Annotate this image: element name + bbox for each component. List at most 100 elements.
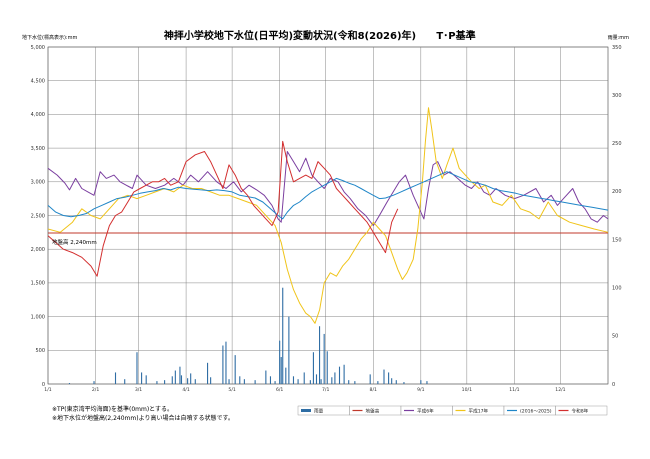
rainfall-bar xyxy=(228,379,230,384)
legend-label: (2016～2025) xyxy=(520,409,552,415)
rainfall-bar xyxy=(326,351,328,384)
plot-area: 05001,0001,5002,0002,5003,0003,5004,0004… xyxy=(31,45,622,393)
rainfall-bar xyxy=(174,370,176,384)
series-line xyxy=(47,171,609,220)
x-tick-label: 8/1 xyxy=(370,387,377,393)
legend: 雨量 地盤高 平成6年 平成17年 (2016～2025) 令和8年 xyxy=(297,405,608,416)
rainfall-bar xyxy=(403,382,405,384)
rainfall-bar xyxy=(288,316,290,384)
y2-tick-label: 50 xyxy=(612,334,618,340)
rainfall-bar xyxy=(309,380,311,384)
y-tick-label: 1,500 xyxy=(31,281,45,287)
rainfall-bar xyxy=(187,378,189,384)
rainfall-bar xyxy=(239,376,241,384)
rainfall-bar xyxy=(338,366,341,384)
left-axis-ticks: 0 500 1,000 1,500 2,000 2,500 3,000 3,500 4,000 4… xyxy=(31,45,45,388)
rainfall-bar xyxy=(303,372,305,384)
chart-subtitle: T･P基準 xyxy=(436,29,475,42)
x-tick-label: 10/1 xyxy=(462,387,472,393)
rainfall-bar xyxy=(331,377,333,384)
rainfall-bar xyxy=(124,379,126,384)
x-tick-label: 7/1 xyxy=(322,387,329,393)
rainfall-bar xyxy=(426,381,428,384)
rainfall-bar xyxy=(323,333,325,384)
rainfall-bar xyxy=(171,376,173,384)
series-lines xyxy=(47,107,609,324)
y-tick-label: 3,500 xyxy=(31,146,45,152)
rainfall-bar xyxy=(207,362,209,384)
legend-label: 平成17年 xyxy=(469,408,489,415)
y2-tick-label: 350 xyxy=(612,45,622,51)
rainfall-bar xyxy=(285,367,287,384)
legend-label: 令和8年 xyxy=(572,408,589,415)
rainfall-bar xyxy=(93,381,95,384)
rainfall-bar xyxy=(420,380,422,384)
rainfall-bar xyxy=(180,375,183,384)
rainfall-bar xyxy=(369,374,371,384)
rainfall-bar xyxy=(391,378,393,384)
series-line xyxy=(47,140,399,277)
rainfall-bar xyxy=(279,340,281,384)
legend-label: 平成6年 xyxy=(417,408,434,415)
rainfall-bar xyxy=(156,381,158,384)
legend-label: 地盤高 xyxy=(366,408,380,415)
rainfall-bar xyxy=(190,373,192,384)
rainfall-bar xyxy=(343,364,345,384)
legend-swatch xyxy=(301,409,311,412)
y2-tick-label: 150 xyxy=(612,237,622,243)
y2-tick-label: 200 xyxy=(612,189,622,195)
x-tick-label: 4/1 xyxy=(182,387,189,393)
rainfall-bar xyxy=(377,381,379,384)
x-tick-label: 11/1 xyxy=(509,387,519,393)
right-axis-label: 雨量:mm xyxy=(608,34,630,41)
rainfall-bar xyxy=(225,341,227,384)
rainfall-bars xyxy=(68,287,428,384)
rainfall-bar xyxy=(254,380,256,384)
y-tick-label: 2,500 xyxy=(31,213,45,219)
rainfall-bar xyxy=(315,374,318,384)
rainfall-bar xyxy=(348,380,350,384)
x-axis-ticks: 1/1 2/1 3/1 4/1 5/1 6/1 7/1 8/1 9/1 10/1 11/1 12/1 xyxy=(44,387,565,393)
y2-tick-label: 0 xyxy=(612,382,615,388)
y-tick-label: 4,500 xyxy=(31,79,45,85)
rainfall-bar xyxy=(312,352,314,384)
rainfall-bar xyxy=(383,369,385,384)
rainfall-bar xyxy=(334,372,336,384)
rainfall-bar xyxy=(145,375,147,384)
rainfall-bar xyxy=(265,370,267,384)
x-tick-label: 12/1 xyxy=(555,387,565,393)
y2-tick-label: 250 xyxy=(612,141,622,147)
y-tick-label: 0 xyxy=(42,382,45,388)
y-tick-label: 500 xyxy=(35,348,45,354)
rainfall-bar xyxy=(210,377,212,384)
y2-tick-label: 300 xyxy=(612,93,622,99)
legend-label: 雨量 xyxy=(314,408,324,415)
rainfall-bar xyxy=(292,376,295,384)
rainfall-bar xyxy=(136,352,138,384)
rainfall-bar xyxy=(297,379,299,384)
rainfall-bar xyxy=(68,383,71,384)
y-tick-label: 2,000 xyxy=(31,247,45,253)
x-tick-label: 2/1 xyxy=(92,387,99,393)
left-axis-label: 地下水位(標高表示):mm xyxy=(22,34,77,41)
y-tick-label: 5,000 xyxy=(31,45,45,51)
rainfall-bar xyxy=(179,366,181,384)
right-axis-ticks: 0 50 100 150 200 250 300 350 xyxy=(612,45,622,388)
x-tick-label: 6/1 xyxy=(276,387,283,393)
y2-tick-label: 100 xyxy=(612,286,622,292)
x-tick-label: 1/1 xyxy=(44,387,51,393)
gridlines xyxy=(47,46,608,385)
rainfall-bar xyxy=(194,379,196,384)
rainfall-bar xyxy=(141,372,143,384)
rainfall-bar xyxy=(274,381,276,384)
legend-cell xyxy=(555,405,608,416)
rainfall-bar xyxy=(234,355,236,384)
x-tick-label: 3/1 xyxy=(135,387,142,393)
y-tick-label: 4,000 xyxy=(31,112,45,118)
rainfall-bar xyxy=(222,345,224,384)
note-1: ※TP(東京湾平均海面)を基準(0mm)とする。 xyxy=(52,405,173,413)
y-tick-label: 1,000 xyxy=(31,314,45,320)
rainfall-bar xyxy=(320,379,322,384)
rainfall-bar xyxy=(319,326,321,384)
